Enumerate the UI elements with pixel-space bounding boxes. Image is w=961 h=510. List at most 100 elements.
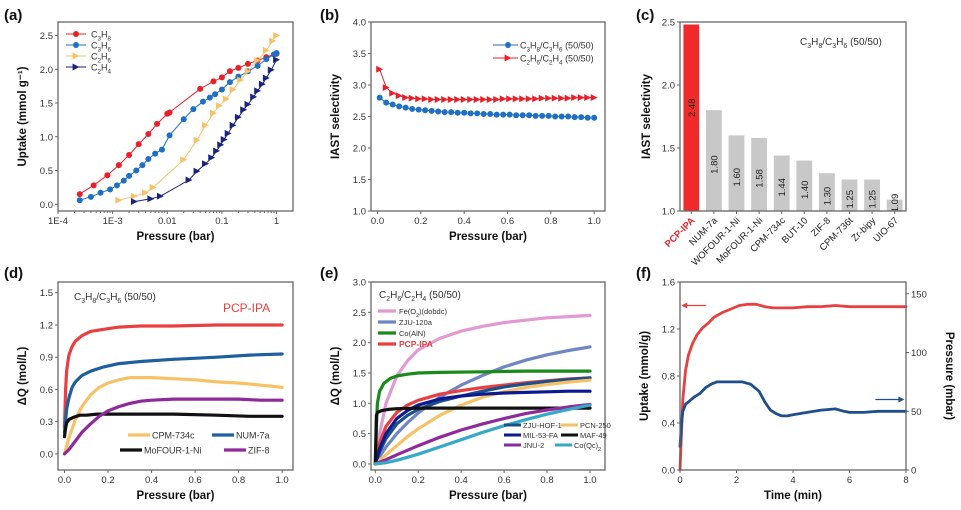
bar: [841, 179, 858, 211]
data-point: [513, 112, 520, 119]
series-c3h8-c3h6-50-50-: [376, 94, 598, 121]
data-point: [229, 121, 237, 129]
y-tick-label: 0.8: [662, 372, 675, 383]
x-axis-label: Pressure (bar): [449, 490, 527, 502]
data-point: [210, 78, 217, 85]
bar-value-label: 1.44: [777, 178, 788, 197]
series-jnu-2: [373, 402, 592, 466]
x-tick-label: 6: [847, 475, 852, 486]
data-point: [212, 91, 219, 98]
series-line: [373, 406, 592, 466]
panel-annotation: C3​H8​/C3​H6​ (50/50): [74, 292, 156, 305]
series-fe-o-dobdc-: [373, 313, 592, 466]
data-point: [467, 96, 475, 103]
series-line: [373, 389, 592, 466]
bar-value-label: 1.80: [709, 155, 720, 174]
legend-label: C3​H8​/C3​H6​ (50/50): [520, 41, 594, 54]
data-point: [551, 94, 559, 102]
data-point: [389, 89, 397, 97]
x-tick-label: 1: [274, 216, 279, 227]
data-point: [120, 177, 127, 184]
bar: [818, 173, 835, 211]
data-point: [565, 113, 572, 120]
series-line: [62, 323, 284, 429]
data-point: [254, 57, 262, 64]
series-co-qc-: [373, 403, 592, 466]
data-point: [526, 112, 533, 119]
data-point: [222, 95, 230, 103]
y-axis-label: Uptake (mmol g⁻¹): [17, 66, 29, 166]
data-point: [133, 167, 140, 174]
x-axis-label: Pressure (bar): [449, 231, 527, 243]
data-point: [180, 116, 187, 123]
series-line: [379, 68, 595, 100]
data-point: [263, 56, 270, 63]
data-point: [262, 74, 270, 82]
data-point: [224, 129, 232, 137]
x-tick-label: 0.8: [544, 216, 557, 227]
series-line: [373, 402, 592, 466]
legend-marker: [72, 63, 80, 71]
data-point: [235, 64, 242, 71]
data-point: [473, 96, 481, 103]
series-co-aln-: [373, 369, 592, 466]
data-point: [434, 96, 442, 103]
data-point: [130, 198, 138, 205]
data-point: [402, 94, 410, 102]
x-axis-label: Time (min): [764, 490, 822, 502]
series-num-7a: [62, 352, 284, 434]
y-tick-label: 1.5: [353, 368, 366, 379]
bar-value-label: 1.25: [868, 190, 879, 209]
series-line: [62, 397, 284, 456]
series-annotation: PCP-IPA: [223, 301, 270, 315]
x-tick-label: 8: [903, 475, 908, 486]
y2-tick-label: 50: [911, 407, 922, 418]
data-point: [199, 98, 206, 105]
data-point: [154, 120, 161, 127]
y-tick-label: 2.0: [353, 338, 366, 349]
y-tick-label: 0.5: [353, 429, 366, 440]
panel-f: (f) 0 2 4 6 8 0.0 0.4 0.8 1.2 1.6 0 50 100 150 Pressure…: [636, 265, 955, 502]
data-point: [493, 96, 501, 103]
data-point: [202, 121, 209, 129]
y-tick-label: 1.2: [662, 325, 675, 336]
data-point: [273, 56, 281, 64]
y-axis-label: IAST selectivity: [641, 73, 653, 159]
data-point: [142, 189, 149, 197]
data-point: [87, 193, 94, 200]
y-tick-label: 2.5: [353, 308, 366, 319]
data-point: [532, 112, 539, 119]
data-point: [389, 101, 396, 108]
legend-marker: [73, 31, 79, 37]
y-tick-label: 1.5: [662, 144, 675, 155]
plot-frame: [679, 21, 907, 212]
data-point: [229, 86, 237, 93]
data-point: [180, 156, 188, 164]
y-axis-label: ΔQ (mol/L): [330, 346, 342, 405]
data-point: [193, 167, 201, 175]
data-point: [590, 94, 598, 102]
x-tick-label: 0.01: [158, 216, 177, 227]
x-tick-label: 0.4: [145, 475, 158, 486]
panel-b: (b) 0.0 0.2 0.4 0.6 0.8 1.0 1.0 1.5 2.0 2.5 3.0 3.5 4…: [320, 7, 606, 243]
data-point: [135, 141, 142, 148]
x-axis-label: Pressure (bar): [137, 231, 215, 243]
legend-label: MoFOUR-1-Ni: [144, 446, 202, 456]
legend-label: C2​H6​: [91, 52, 112, 65]
data-point: [499, 95, 507, 103]
x-tick-label: 0.4: [455, 475, 468, 486]
x-axis-label: Pressure (bar): [137, 490, 215, 502]
y-tick-label: 3.5: [353, 49, 366, 60]
bar-value-label: 1.58: [755, 169, 766, 188]
plot-frame: [679, 281, 907, 471]
bar-value-label: 2.48: [687, 99, 698, 118]
data-point: [448, 109, 455, 116]
data-point: [126, 151, 133, 158]
legend-label: Co(AlN): [399, 329, 426, 338]
series-line: [62, 412, 284, 439]
y-tick-label: 2.0: [40, 65, 53, 76]
y-axis-label: Uptake (mmol/g): [639, 331, 651, 421]
legend-label: ZJU-HOF-1: [523, 421, 562, 430]
legend-marker: [73, 42, 79, 48]
series-line: [373, 378, 592, 466]
